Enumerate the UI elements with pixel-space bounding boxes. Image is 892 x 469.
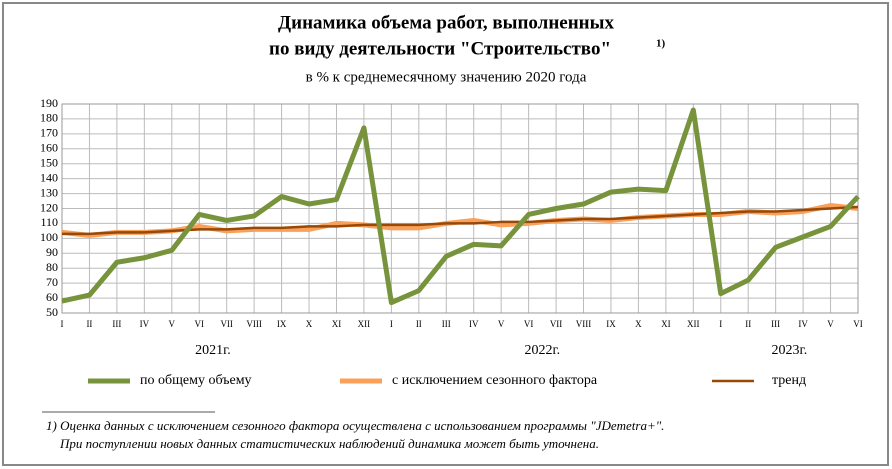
x-tick-label: VIII bbox=[576, 319, 592, 329]
y-tick-label: 150 bbox=[40, 155, 58, 169]
y-tick-label: 100 bbox=[40, 230, 58, 244]
x-tick-label: I bbox=[390, 319, 393, 329]
x-tick-label: IV bbox=[140, 319, 150, 329]
x-tick-label: V bbox=[827, 319, 834, 329]
footnote: 1) Оценка данных с исключением сезонного… bbox=[46, 418, 664, 433]
x-tick-label: X bbox=[635, 319, 642, 329]
x-tick-label: II bbox=[86, 319, 92, 329]
y-tick-label: 120 bbox=[40, 200, 58, 214]
y-tick-label: 70 bbox=[46, 275, 58, 289]
y-tick-label: 170 bbox=[40, 126, 58, 140]
y-tick-label: 160 bbox=[40, 141, 58, 155]
series-line bbox=[62, 205, 859, 236]
x-tick-label: II bbox=[745, 319, 751, 329]
x-tick-label: II bbox=[416, 319, 422, 329]
x-tick-label: VII bbox=[220, 319, 233, 329]
year-label: 2021г. bbox=[195, 343, 231, 358]
footnote: При поступлении новых данных статистичес… bbox=[59, 436, 599, 451]
x-tick-label: XII bbox=[687, 319, 700, 329]
year-label: 2023г. bbox=[772, 343, 808, 358]
x-tick-label: III bbox=[771, 319, 780, 329]
x-tick-label: XI bbox=[661, 319, 671, 329]
x-tick-label: VI bbox=[524, 319, 534, 329]
y-tick-label: 110 bbox=[40, 215, 58, 229]
x-tick-label: VI bbox=[194, 319, 204, 329]
x-tick-label: I bbox=[61, 319, 64, 329]
x-tick-label: VI bbox=[853, 319, 863, 329]
x-tick-label: IV bbox=[469, 319, 479, 329]
y-tick-label: 180 bbox=[40, 111, 58, 125]
x-tick-label: VII bbox=[550, 319, 563, 329]
legend-label: по общему объему bbox=[140, 373, 252, 388]
chart-title: Динамика объема работ, выполненных bbox=[278, 12, 614, 33]
x-tick-label: V bbox=[498, 319, 505, 329]
x-tick-label: IX bbox=[277, 319, 287, 329]
series-line bbox=[61, 107, 860, 306]
legend-label: с исключением сезонного фактора bbox=[392, 373, 598, 388]
y-tick-label: 190 bbox=[40, 96, 58, 110]
subtitle: в % к среднемесячному значению 2020 года bbox=[306, 69, 587, 85]
x-tick-label: V bbox=[169, 319, 176, 329]
x-tick-label: XI bbox=[332, 319, 342, 329]
y-tick-label: 60 bbox=[46, 290, 58, 304]
x-tick-label: VIII bbox=[246, 319, 262, 329]
year-label: 2022г. bbox=[525, 343, 561, 358]
x-tick-label: III bbox=[442, 319, 451, 329]
y-tick-label: 90 bbox=[46, 245, 58, 259]
x-tick-label: IV bbox=[798, 319, 808, 329]
x-tick-label: IX bbox=[606, 319, 616, 329]
title-note: 1) bbox=[656, 38, 666, 50]
y-tick-label: 50 bbox=[46, 305, 58, 319]
legend-label: тренд bbox=[772, 373, 806, 388]
x-tick-label: X bbox=[306, 319, 313, 329]
y-tick-label: 140 bbox=[40, 170, 58, 184]
y-tick-label: 130 bbox=[40, 185, 58, 199]
y-tick-label: 80 bbox=[46, 260, 58, 274]
x-tick-label: XII bbox=[358, 319, 371, 329]
x-tick-label: I bbox=[719, 319, 722, 329]
x-tick-label: III bbox=[112, 319, 121, 329]
chart-title: по виду деятельности "Строительство" bbox=[269, 38, 611, 59]
